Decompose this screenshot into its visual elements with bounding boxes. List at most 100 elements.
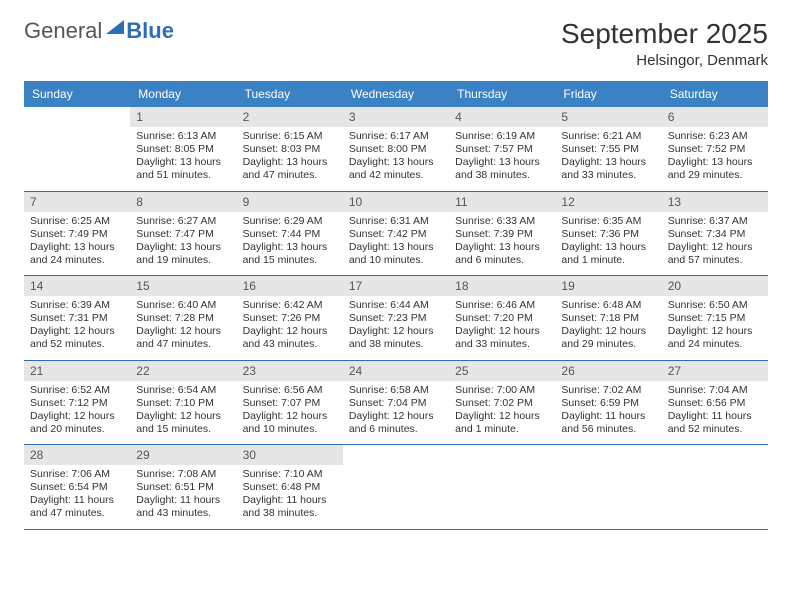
day-number: 14 — [24, 276, 130, 296]
day-details: Sunrise: 6:48 AMSunset: 7:18 PMDaylight:… — [561, 299, 655, 352]
day-details: Sunrise: 6:44 AMSunset: 7:23 PMDaylight:… — [349, 299, 443, 352]
day-cell: 24 Sunrise: 6:58 AMSunset: 7:04 PMDayligh… — [343, 361, 449, 445]
day-number: 4 — [449, 107, 555, 127]
day-details: Sunrise: 6:33 AMSunset: 7:39 PMDaylight:… — [455, 215, 549, 268]
day-cell — [555, 445, 661, 529]
day-cell: 16Sunrise: 6:42 AMSunset: 7:26 PMDayligh… — [237, 276, 343, 360]
day-number: 15 — [130, 276, 236, 296]
week-row: 14 Sunrise: 6:39 AMSunset: 7:31 PMDayligh… — [24, 276, 768, 361]
day-cell — [449, 445, 555, 529]
day-cell: 15 Sunrise: 6:40 AMSunset: 7:28 PMDayligh… — [130, 276, 236, 360]
day-details: Sunrise: 7:04 AMSunset: 6:56 PMDaylight:… — [668, 384, 762, 437]
day-details: Sunrise: 6:31 AMSunset: 7:42 PMDaylight:… — [349, 215, 443, 268]
weekday-header: SundayMondayTuesdayWednesdayThursdayFrid… — [24, 81, 768, 107]
day-number: 10 — [343, 192, 449, 212]
day-details: Sunrise: 7:02 AMSunset: 6:59 PMDaylight:… — [561, 384, 655, 437]
day-number: 27 — [662, 361, 768, 381]
day-number: 11 — [449, 192, 555, 212]
day-cell: 7Sunrise: 6:25 AMSunset: 7:49 PMDaylight… — [24, 192, 130, 276]
day-details: Sunrise: 7:08 AMSunset: 6:51 PMDaylight:… — [136, 468, 230, 521]
day-cell: 29 Sunrise: 7:08 AMSunset: 6:51 PMDayligh… — [130, 445, 236, 529]
day-cell: 18Sunrise: 6:46 AMSunset: 7:20 PMDayligh… — [449, 276, 555, 360]
day-number: 23 — [237, 361, 343, 381]
day-details: Sunrise: 6:21 AMSunset: 7:55 PMDaylight:… — [561, 130, 655, 183]
day-details: Sunrise: 6:58 AMSunset: 7:04 PMDaylight:… — [349, 384, 443, 437]
weekday-label: Monday — [130, 81, 236, 107]
day-details: Sunrise: 6:17 AMSunset: 8:00 PMDaylight:… — [349, 130, 443, 183]
day-details: Sunrise: 6:54 AMSunset: 7:10 PMDaylight:… — [136, 384, 230, 437]
day-cell: 14 Sunrise: 6:39 AMSunset: 7:31 PMDayligh… — [24, 276, 130, 360]
day-number: 22 — [130, 361, 236, 381]
day-cell: 19 Sunrise: 6:48 AMSunset: 7:18 PMDayligh… — [555, 276, 661, 360]
day-cell: 11 Sunrise: 6:33 AMSunset: 7:39 PMDayligh… — [449, 192, 555, 276]
week-row: 1Sunrise: 6:13 AMSunset: 8:05 PMDaylight… — [24, 107, 768, 192]
location-label: Helsingor, Denmark — [561, 52, 768, 69]
day-details: Sunrise: 7:00 AMSunset: 7:02 PMDaylight:… — [455, 384, 549, 437]
day-details: Sunrise: 6:40 AMSunset: 7:28 PMDaylight:… — [136, 299, 230, 352]
day-number: 29 — [130, 445, 236, 465]
weeks-container: 1Sunrise: 6:13 AMSunset: 8:05 PMDaylight… — [24, 107, 768, 530]
day-number: 26 — [555, 361, 661, 381]
day-number: 24 — [343, 361, 449, 381]
day-number: 28 — [24, 445, 130, 465]
day-number: 13 — [662, 192, 768, 212]
day-number: 7 — [24, 192, 130, 212]
day-cell — [662, 445, 768, 529]
day-details: Sunrise: 6:37 AMSunset: 7:34 PMDaylight:… — [668, 215, 762, 268]
logo-text-blue: Blue — [126, 18, 174, 44]
day-number: 5 — [555, 107, 661, 127]
weekday-label: Sunday — [24, 81, 130, 107]
weekday-label: Friday — [555, 81, 661, 107]
day-details: Sunrise: 7:10 AMSunset: 6:48 PMDaylight:… — [243, 468, 337, 521]
day-details: Sunrise: 6:29 AMSunset: 7:44 PMDaylight:… — [243, 215, 337, 268]
day-number: 18 — [449, 276, 555, 296]
logo-text-general: General — [24, 18, 102, 44]
week-row: 28 Sunrise: 7:06 AMSunset: 6:54 PMDayligh… — [24, 445, 768, 530]
logo: General Blue — [24, 18, 174, 44]
day-cell — [24, 107, 130, 191]
day-number: 12 — [555, 192, 661, 212]
weekday-label: Saturday — [662, 81, 768, 107]
week-row: 21 Sunrise: 6:52 AMSunset: 7:12 PMDayligh… — [24, 361, 768, 446]
week-row: 7Sunrise: 6:25 AMSunset: 7:49 PMDaylight… — [24, 192, 768, 277]
day-cell: 12Sunrise: 6:35 AMSunset: 7:36 PMDayligh… — [555, 192, 661, 276]
day-cell: 3 Sunrise: 6:17 AMSunset: 8:00 PMDaylight… — [343, 107, 449, 191]
day-number: 19 — [555, 276, 661, 296]
day-cell: 17Sunrise: 6:44 AMSunset: 7:23 PMDayligh… — [343, 276, 449, 360]
day-details: Sunrise: 6:27 AMSunset: 7:47 PMDaylight:… — [136, 215, 230, 268]
day-details: Sunrise: 6:19 AMSunset: 7:57 PMDaylight:… — [455, 130, 549, 183]
day-cell: 20 Sunrise: 6:50 AMSunset: 7:15 PMDayligh… — [662, 276, 768, 360]
day-number: 20 — [662, 276, 768, 296]
day-cell: 10 Sunrise: 6:31 AMSunset: 7:42 PMDayligh… — [343, 192, 449, 276]
weekday-label: Thursday — [449, 81, 555, 107]
weekday-label: Tuesday — [237, 81, 343, 107]
day-cell: 22 Sunrise: 6:54 AMSunset: 7:10 PMDayligh… — [130, 361, 236, 445]
day-cell: 23Sunrise: 6:56 AMSunset: 7:07 PMDayligh… — [237, 361, 343, 445]
day-number: 30 — [237, 445, 343, 465]
day-details: Sunrise: 7:06 AMSunset: 6:54 PMDaylight:… — [30, 468, 124, 521]
day-cell: 25 Sunrise: 7:00 AMSunset: 7:02 PMDayligh… — [449, 361, 555, 445]
day-cell: 1Sunrise: 6:13 AMSunset: 8:05 PMDaylight… — [130, 107, 236, 191]
day-cell: 8 Sunrise: 6:27 AMSunset: 7:47 PMDaylight… — [130, 192, 236, 276]
day-number: 9 — [237, 192, 343, 212]
day-cell: 5 Sunrise: 6:21 AMSunset: 7:55 PMDaylight… — [555, 107, 661, 191]
day-details: Sunrise: 6:52 AMSunset: 7:12 PMDaylight:… — [30, 384, 124, 437]
day-details: Sunrise: 6:50 AMSunset: 7:15 PMDaylight:… — [668, 299, 762, 352]
day-number: 21 — [24, 361, 130, 381]
day-number: 2 — [237, 107, 343, 127]
day-cell: 9 Sunrise: 6:29 AMSunset: 7:44 PMDaylight… — [237, 192, 343, 276]
day-number: 8 — [130, 192, 236, 212]
day-cell: 27 Sunrise: 7:04 AMSunset: 6:56 PMDayligh… — [662, 361, 768, 445]
day-cell: 6 Sunrise: 6:23 AMSunset: 7:52 PMDaylight… — [662, 107, 768, 191]
day-number: 6 — [662, 107, 768, 127]
day-details: Sunrise: 6:23 AMSunset: 7:52 PMDaylight:… — [668, 130, 762, 183]
header-row: General Blue September 2025 Helsingor, D… — [24, 18, 768, 69]
day-cell: 4 Sunrise: 6:19 AMSunset: 7:57 PMDaylight… — [449, 107, 555, 191]
day-cell — [343, 445, 449, 529]
day-cell: 21 Sunrise: 6:52 AMSunset: 7:12 PMDayligh… — [24, 361, 130, 445]
day-number: 25 — [449, 361, 555, 381]
day-number: 3 — [343, 107, 449, 127]
month-title: September 2025 — [561, 18, 768, 50]
logo-sail-icon — [106, 20, 124, 34]
day-details: Sunrise: 6:39 AMSunset: 7:31 PMDaylight:… — [30, 299, 124, 352]
